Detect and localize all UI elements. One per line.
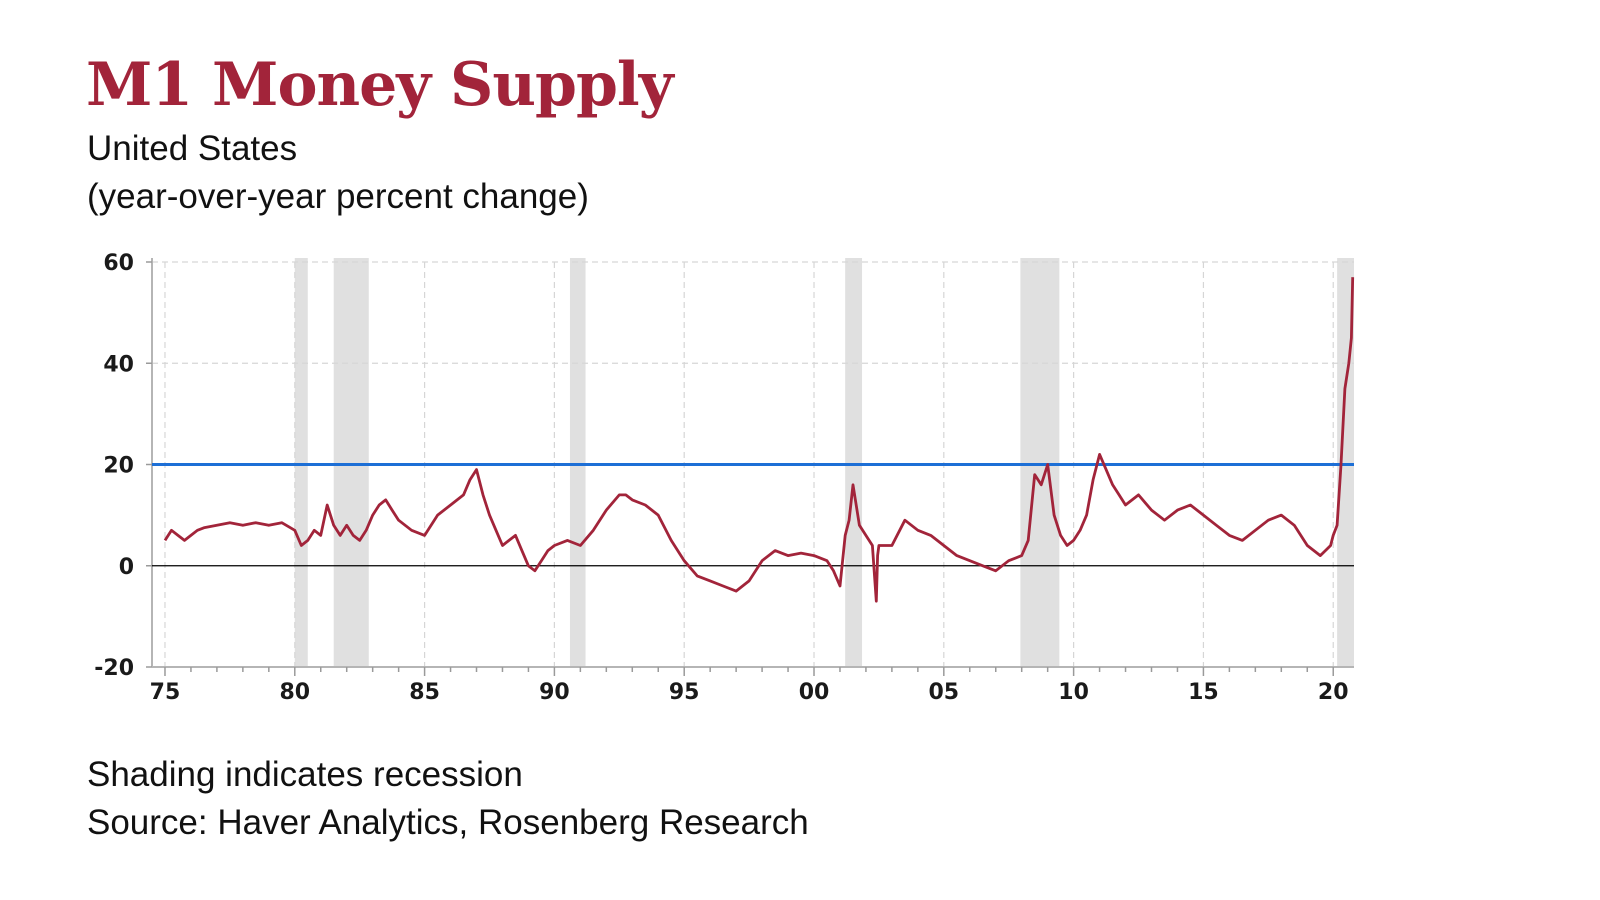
source-note: Source: Haver Analytics, Rosenberg Resea… [87, 803, 809, 842]
x-tick-label-2: 85 [409, 680, 440, 705]
x-tick-label-7: 10 [1058, 680, 1089, 705]
chart-subtitle-country: United States [87, 129, 298, 168]
chart-title: M1 Money Supply [86, 50, 674, 120]
x-tick-label-5: 00 [799, 680, 830, 705]
recession-band-0 [294, 258, 308, 667]
series-group [163, 277, 1355, 603]
recession-band-3 [845, 258, 863, 667]
x-tick-label-4: 95 [669, 680, 700, 705]
x-tick-label-9: 20 [1318, 680, 1349, 705]
recession-band-2 [569, 258, 586, 667]
y-tick-label-4: 60 [103, 251, 134, 276]
y-tick-label-2: 20 [103, 454, 134, 479]
chart-subtitle-units: (year-over-year percent change) [87, 177, 589, 216]
x-tick-label-6: 05 [929, 680, 960, 705]
recession-band-4 [1020, 258, 1060, 667]
y-tick-label-0: -20 [94, 656, 134, 681]
x-tick-label-3: 90 [539, 680, 570, 705]
recession-shading-group [294, 258, 1354, 667]
x-tick-label-8: 15 [1188, 680, 1219, 705]
y-tick-label-3: 40 [103, 352, 134, 377]
y-tick-label-1: 0 [119, 555, 134, 580]
x-tick-label-0: 75 [150, 680, 181, 705]
x-tick-label-1: 80 [279, 680, 310, 705]
recession-note: Shading indicates recession [87, 755, 523, 794]
recession-band-1 [333, 258, 369, 667]
axes [146, 258, 1354, 676]
tick-labels: -20 0 20 40 60 75 80 85 90 95 00 05 10 15 20 [94, 251, 1348, 705]
series-line-0 [163, 277, 1355, 603]
reference-lines [152, 463, 1354, 567]
